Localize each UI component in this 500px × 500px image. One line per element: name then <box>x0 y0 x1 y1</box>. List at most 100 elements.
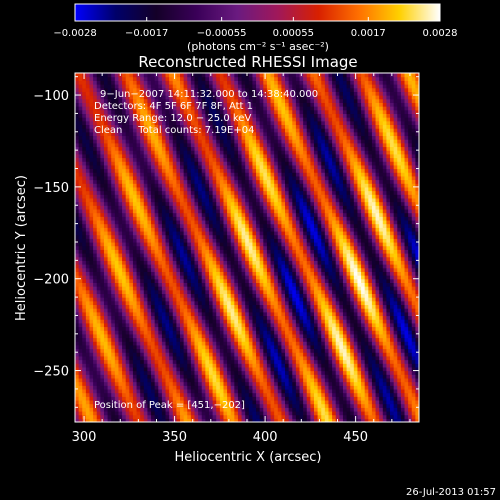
heatmap-cell <box>415 271 419 276</box>
heatmap-cell <box>317 256 322 261</box>
heatmap-cell <box>321 381 326 386</box>
heatmap-cell <box>176 385 181 390</box>
heatmap-cell <box>96 381 101 386</box>
heatmap-cell <box>85 399 91 405</box>
heatmap-cell <box>216 267 221 272</box>
heatmap-cell <box>350 333 355 339</box>
heatmap-cell <box>310 381 315 386</box>
heatmap-cell <box>154 260 159 265</box>
heatmap-cell <box>361 256 366 261</box>
heatmap-cell <box>245 388 250 394</box>
heatmap-cell <box>219 297 225 302</box>
heatmap-cell <box>201 227 206 232</box>
heatmap-cell <box>103 403 109 408</box>
heatmap-cell <box>234 278 239 283</box>
heatmap-cell <box>151 374 156 379</box>
heatmap-cell <box>342 410 348 416</box>
heatmap-cell <box>317 366 322 372</box>
heatmap-cell <box>223 289 228 295</box>
heatmap-cell <box>96 264 101 269</box>
heatmap-cell <box>122 352 127 357</box>
heatmap-cell <box>158 396 163 401</box>
heatmap-cell <box>379 253 384 258</box>
heatmap-cell <box>393 311 398 317</box>
heatmap-cell <box>332 396 337 401</box>
heatmap-cell <box>78 359 83 364</box>
heatmap-cell <box>172 319 177 324</box>
heatmap-cell <box>169 286 174 291</box>
heatmap-cell <box>241 253 246 258</box>
heatmap-cell <box>82 245 87 250</box>
colorbar-units: (photons cm⁻² s⁻¹ asec⁻²) <box>187 40 329 53</box>
heatmap-cell <box>227 388 232 394</box>
heatmap-cell <box>368 370 373 375</box>
heatmap-cell <box>143 337 149 342</box>
heatmap-cell <box>306 348 311 353</box>
heatmap-cell <box>219 385 225 390</box>
heatmap-cell <box>75 388 80 394</box>
heatmap-cell <box>346 253 351 258</box>
heatmap-cell <box>248 249 254 254</box>
heatmap-cell <box>198 297 203 302</box>
heatmap-cell <box>114 392 120 397</box>
heatmap-cell <box>89 337 94 342</box>
heatmap-cell <box>151 260 156 265</box>
heatmap-cell <box>263 308 268 313</box>
heatmap-cell <box>82 359 87 364</box>
heatmap-cell <box>111 289 116 295</box>
heatmap-cell <box>259 352 264 357</box>
heatmap-cell <box>122 245 127 250</box>
heatmap-cell <box>165 399 170 405</box>
heatmap-cell <box>357 333 362 339</box>
heatmap-cell <box>118 282 123 287</box>
heatmap-cell <box>161 366 167 372</box>
heatmap-cell <box>400 374 406 379</box>
heatmap-cell <box>393 304 398 309</box>
heatmap-cell <box>281 234 286 239</box>
heatmap-cell <box>198 392 203 397</box>
heatmap-cell <box>205 249 210 254</box>
heatmap-cell <box>266 319 272 324</box>
heatmap-cell <box>208 392 214 397</box>
heatmap-cell <box>187 271 192 276</box>
heatmap-cell <box>154 348 159 353</box>
heatmap-cell <box>335 245 340 250</box>
heatmap-cell <box>89 396 94 401</box>
heatmap-cell <box>266 245 272 250</box>
heatmap-cell <box>96 418 101 422</box>
heatmap-cell <box>306 344 311 350</box>
heatmap-cell <box>281 333 286 339</box>
heatmap-cell <box>350 245 355 250</box>
heatmap-cell <box>256 256 261 261</box>
heatmap-cell <box>208 374 214 379</box>
heatmap-cell <box>96 392 101 397</box>
heatmap-cell <box>198 260 203 265</box>
heatmap-cell <box>393 414 398 419</box>
heatmap-cell <box>313 396 319 401</box>
heatmap-cell <box>400 414 406 419</box>
heatmap-cell <box>158 227 163 232</box>
heatmap-cell <box>303 341 308 346</box>
heatmap-cell <box>400 326 406 331</box>
heatmap-cell <box>194 370 199 375</box>
heatmap-cell <box>100 271 105 276</box>
heatmap-cell <box>180 355 185 361</box>
heatmap-cell <box>151 308 156 313</box>
heatmap-cell <box>96 260 101 265</box>
heatmap-cell <box>266 308 272 313</box>
heatmap-cell <box>335 264 340 269</box>
heatmap-cell <box>147 278 152 283</box>
heatmap-cell <box>335 374 340 379</box>
heatmap-cell <box>234 344 239 350</box>
heatmap-cell <box>85 275 91 280</box>
heatmap-cell <box>285 326 290 331</box>
heatmap-cell <box>313 374 319 379</box>
heatmap-cell <box>161 377 167 383</box>
heatmap-cell <box>180 245 185 250</box>
heatmap-cell <box>382 370 388 375</box>
heatmap-cell <box>176 319 181 324</box>
heatmap-cell <box>96 374 101 379</box>
heatmap-cell <box>230 363 235 368</box>
heatmap-cell <box>411 381 416 386</box>
heatmap-cell <box>234 275 239 280</box>
